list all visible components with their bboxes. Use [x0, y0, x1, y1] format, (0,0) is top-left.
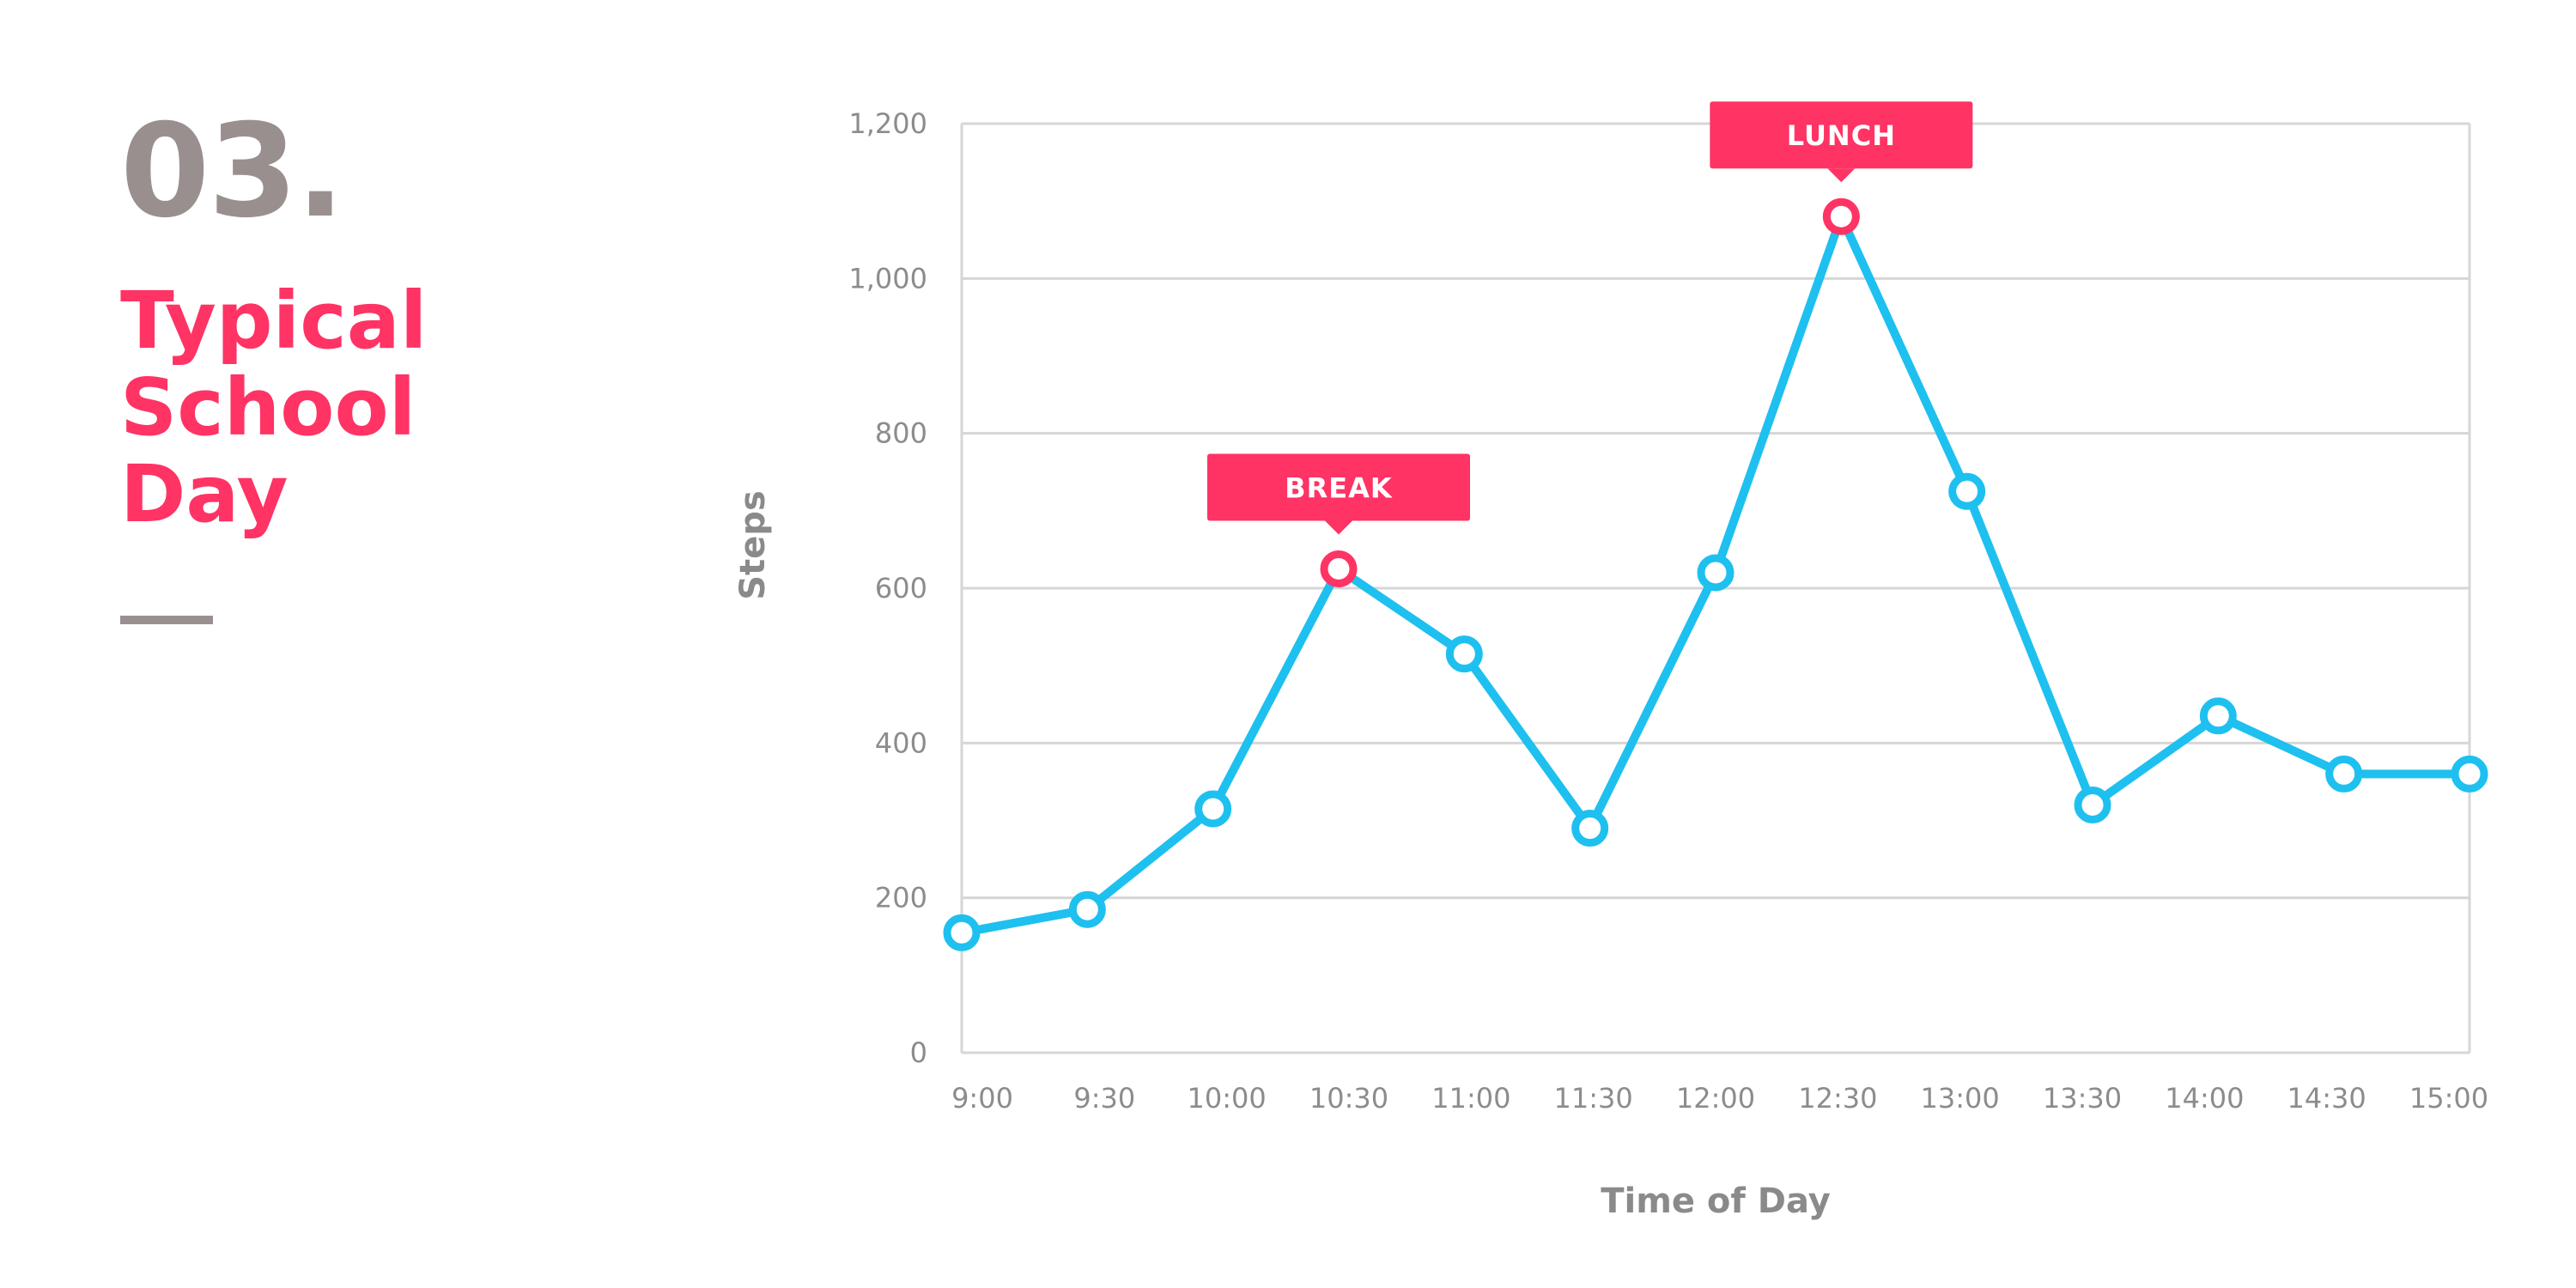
data-point — [1571, 810, 1609, 848]
callout-label: BREAK — [1285, 471, 1393, 504]
x-tick-label: 12:30 — [1798, 1082, 1877, 1115]
left-panel: 03. Typical School Day — [120, 86, 635, 624]
section-title: Typical School Day — [120, 277, 635, 538]
y-axis-title: Steps — [733, 490, 773, 600]
callout-label: LUNCH — [1787, 119, 1896, 152]
highlight-point — [1320, 550, 1358, 587]
callout-pointer — [1827, 168, 1856, 183]
y-tick-label: 200 — [875, 882, 927, 914]
annotations: BREAK LUNCH — [1207, 101, 1973, 535]
data-point — [2325, 755, 2363, 793]
x-tick-label: 10:30 — [1309, 1082, 1388, 1115]
x-tick-label: 12:00 — [1676, 1082, 1755, 1115]
section-number: 03. — [120, 97, 345, 246]
callout-box — [1207, 453, 1470, 521]
data-point — [2451, 755, 2488, 793]
title-line-2: School — [120, 361, 416, 454]
title-line-3: Day — [120, 448, 289, 541]
x-tick-label: 10:00 — [1188, 1082, 1267, 1115]
data-point — [943, 914, 981, 951]
x-tick-label: 9:00 — [951, 1082, 1013, 1115]
y-tick-labels: 0 200 400 600 800 1,000 1,200 — [848, 107, 927, 1069]
data-point — [1068, 890, 1106, 928]
gridlines — [962, 122, 2470, 1054]
x-tick-label: 11:00 — [1431, 1082, 1510, 1115]
plot-frame — [960, 124, 2471, 1053]
data-point — [2074, 786, 2111, 823]
x-tick-label: 14:30 — [2287, 1082, 2366, 1115]
data-point — [1697, 554, 1735, 592]
callout-break: BREAK — [1207, 453, 1470, 535]
x-axis-title: Time of Day — [1601, 1182, 1831, 1221]
y-tick-label: 400 — [875, 726, 927, 759]
series-points — [943, 197, 2488, 951]
y-tick-label: 800 — [875, 417, 927, 450]
y-tick-label: 0 — [910, 1036, 927, 1069]
x-tick-labels: 9:00 9:30 10:00 10:30 11:00 11:30 12:00 12:30 13… — [951, 1082, 2488, 1115]
highlight-point — [1822, 197, 1860, 235]
data-point — [1445, 635, 1483, 673]
x-tick-label: 11:30 — [1554, 1082, 1633, 1115]
y-tick-label: 1,000 — [848, 262, 927, 295]
data-point — [1948, 472, 1986, 510]
data-point — [2199, 697, 2237, 735]
callout-lunch: LUNCH — [1710, 101, 1973, 183]
callout-pointer — [1325, 520, 1352, 535]
callout-box — [1710, 101, 1973, 169]
data-point — [1194, 790, 1232, 828]
x-tick-label: 14:00 — [2165, 1082, 2244, 1115]
x-tick-label: 9:30 — [1073, 1082, 1135, 1115]
x-tick-label: 15:00 — [2409, 1082, 2488, 1115]
title-line-1: Typical — [120, 275, 428, 367]
y-tick-label: 1,200 — [848, 107, 927, 140]
x-tick-label: 13:30 — [2043, 1082, 2122, 1115]
x-tick-label: 13:00 — [1921, 1082, 2000, 1115]
title-divider — [120, 615, 213, 624]
y-tick-label: 600 — [875, 572, 927, 605]
